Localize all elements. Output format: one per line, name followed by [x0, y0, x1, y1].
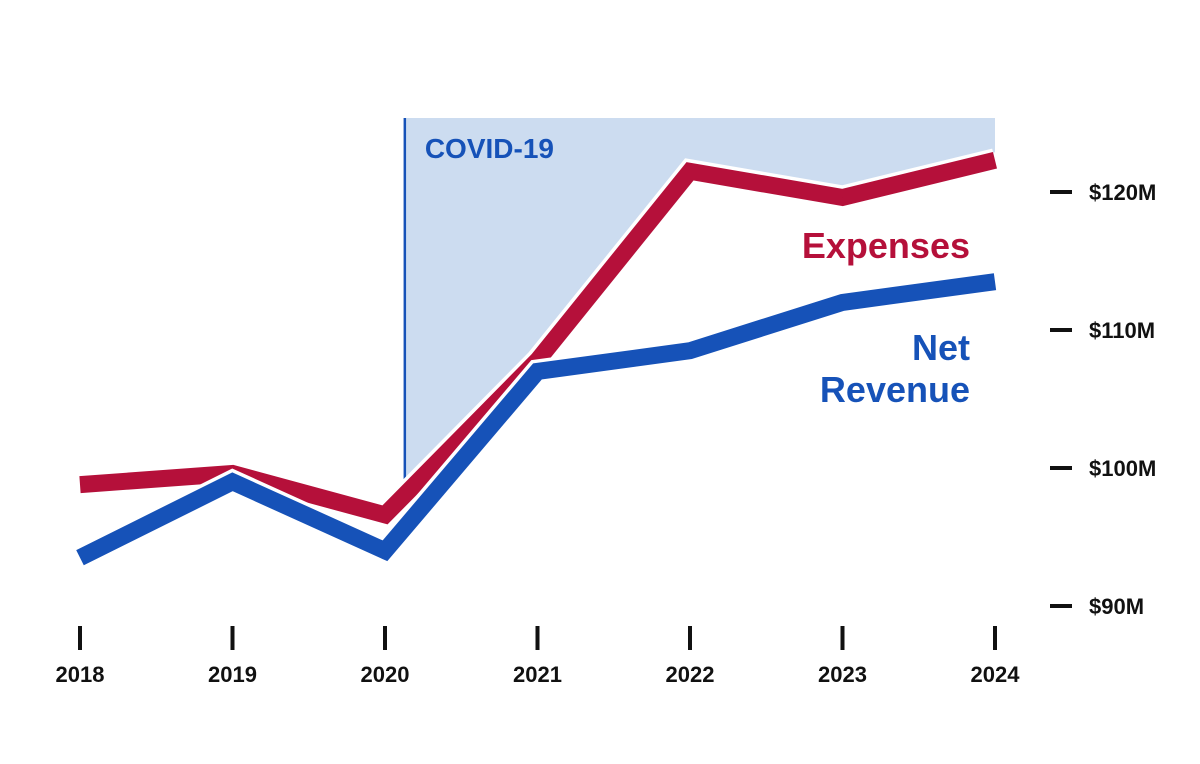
- x-tick-label-2019: 2019: [208, 662, 257, 687]
- series-label-net-revenue: Net Revenue: [820, 327, 970, 410]
- covid-label: COVID-19: [425, 133, 554, 164]
- x-tick-label-2021: 2021: [513, 662, 562, 687]
- x-tick-label-2020: 2020: [361, 662, 410, 687]
- y-tick-label-90: $90M: [1089, 594, 1144, 619]
- y-tick-label-120: $120M: [1089, 180, 1156, 205]
- series-label-line: Expenses: [802, 225, 970, 266]
- y-tick-label-100: $100M: [1089, 456, 1156, 481]
- x-tick-label-2024: 2024: [971, 662, 1021, 687]
- series-label-line: Revenue: [820, 369, 970, 410]
- series-label-line: Net: [912, 327, 970, 368]
- covid-shaded-region: [404, 118, 995, 487]
- x-tick-label-2022: 2022: [666, 662, 715, 687]
- x-tick-label-2018: 2018: [56, 662, 105, 687]
- y-tick-label-110: $110M: [1089, 318, 1155, 343]
- x-tick-label-2023: 2023: [818, 662, 867, 687]
- series-label-expenses: Expenses: [802, 225, 970, 266]
